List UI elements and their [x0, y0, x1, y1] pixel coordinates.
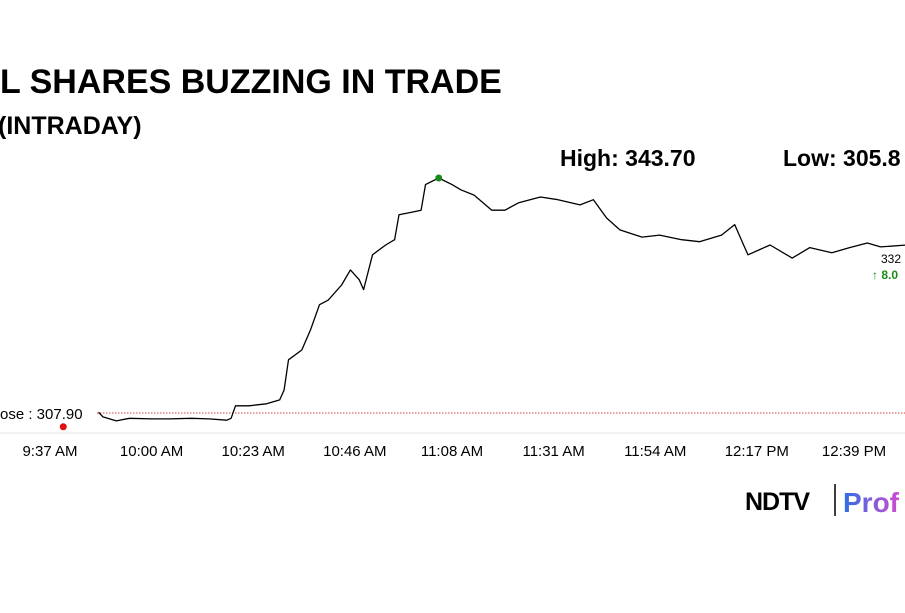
- x-tick-label: 10:00 AM: [120, 443, 183, 460]
- brand-profit: Prof: [843, 487, 900, 518]
- x-tick-label: 11:08 AM: [421, 443, 483, 460]
- high-marker: [435, 174, 443, 182]
- price-line: [98, 177, 905, 422]
- low-label: Low: 305.8: [783, 145, 901, 171]
- x-tick-label: 10:46 AM: [323, 443, 386, 460]
- brand-ndtv: NDTV: [745, 488, 810, 516]
- x-tick-label: 10:23 AM: [222, 443, 285, 460]
- x-tick-label: 12:17 PM: [725, 443, 789, 460]
- chart-subtitle: (INTRADAY): [0, 112, 142, 140]
- last-price: 332: [881, 252, 901, 266]
- x-tick-label: 12:39 PM: [822, 443, 886, 460]
- x-tick-label: 9:37 AM: [22, 443, 77, 460]
- prev-close-label: ose : 307.90: [0, 406, 83, 423]
- x-tick-label: 11:31 AM: [522, 443, 584, 460]
- low-marker: [59, 423, 67, 431]
- chart-title: L SHARES BUZZING IN TRADE: [0, 63, 502, 101]
- last-change: ↑ 8.0: [872, 268, 898, 282]
- high-label: High: 343.70: [560, 145, 696, 171]
- x-tick-label: 11:54 AM: [624, 443, 686, 460]
